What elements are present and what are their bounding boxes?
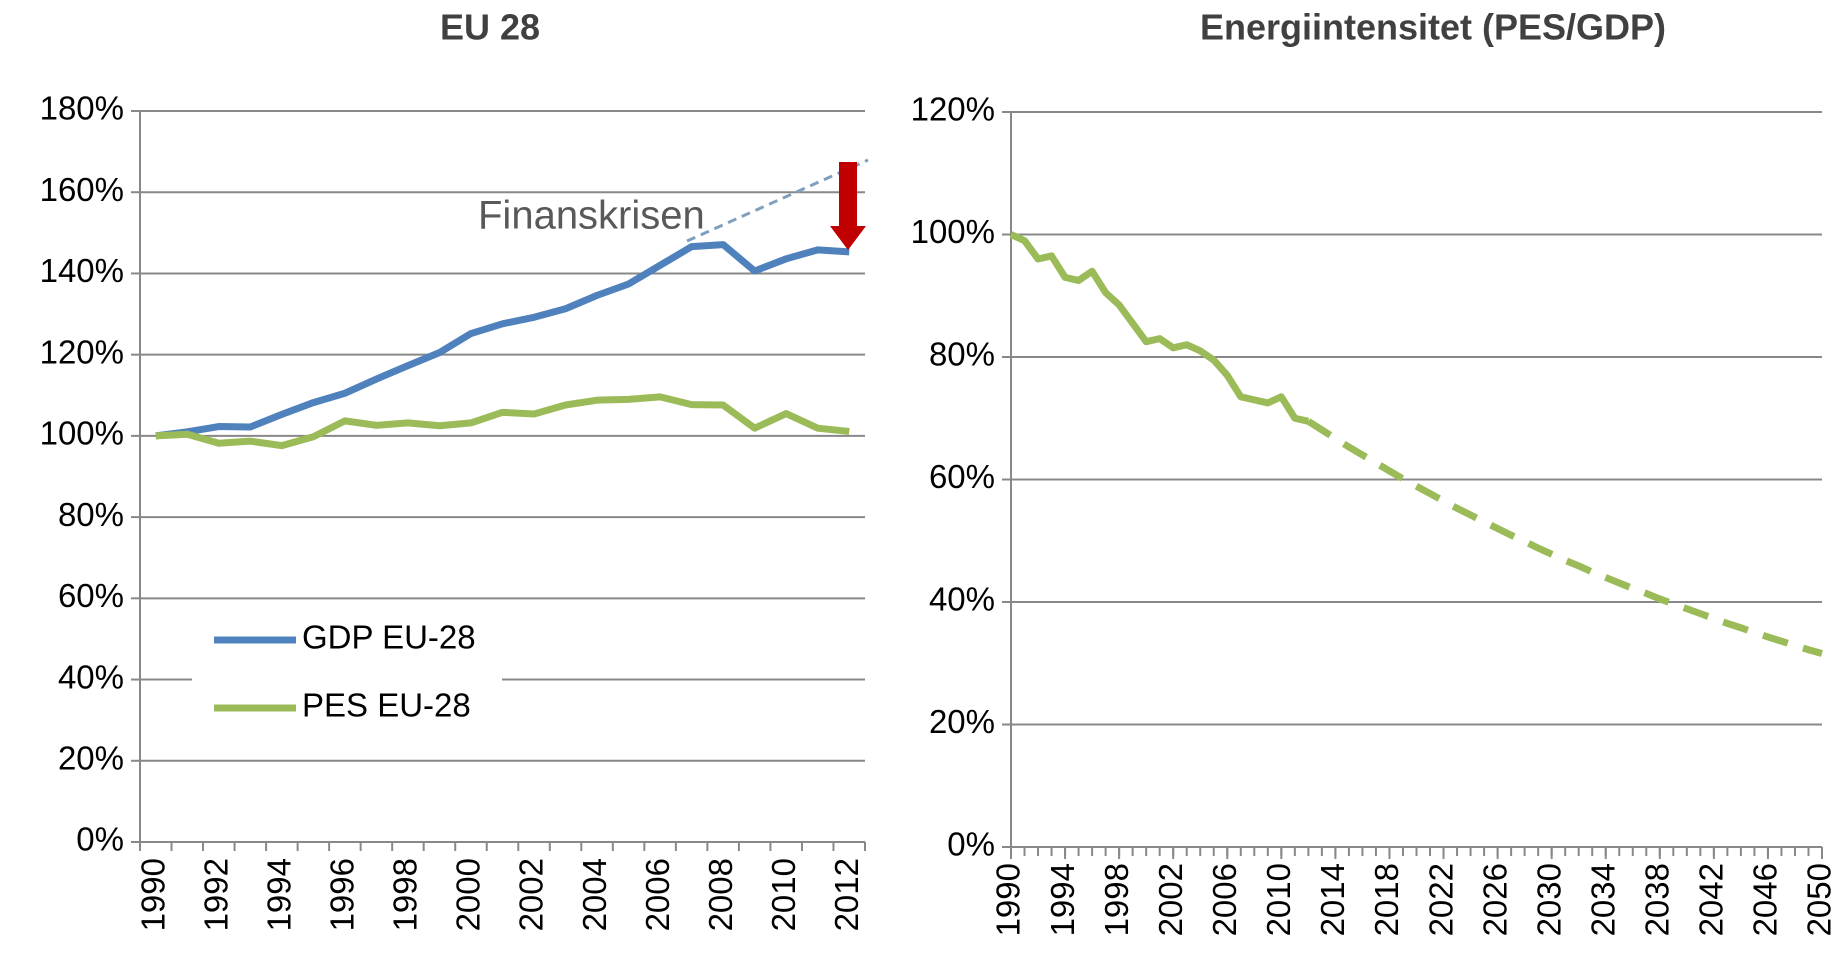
chart-title: Energiintensitet (PES/GDP)	[1200, 7, 1666, 48]
x-tick-label: 1992	[198, 858, 235, 931]
x-tick-label: 2022	[1422, 863, 1459, 936]
y-tick-label: 20%	[929, 703, 995, 740]
x-tick-label: 2026	[1476, 863, 1513, 936]
x-tick-label: 2034	[1584, 863, 1621, 936]
x-tick-label: 2002	[513, 858, 550, 931]
x-tick-label: 2042	[1693, 863, 1730, 936]
annotation: Finanskrisen	[478, 194, 705, 238]
x-tick-label: 2018	[1368, 863, 1405, 936]
y-tick-label: 20%	[58, 739, 124, 776]
trend-line	[686, 158, 869, 243]
y-tick-label: 60%	[58, 577, 124, 614]
x-tick-label: 2030	[1530, 863, 1567, 936]
x-tick-label: 1998	[1098, 863, 1135, 936]
series-line	[1306, 418, 1823, 657]
x-tick-label: 2006	[1206, 863, 1243, 936]
x-tick-label: 1990	[134, 858, 171, 931]
y-tick-label: 40%	[929, 581, 995, 618]
x-tick-label: 2038	[1639, 863, 1676, 936]
y-tick-label: 100%	[911, 213, 995, 250]
y-tick-label: 100%	[40, 415, 124, 452]
y-tick-label: 40%	[58, 658, 124, 695]
x-tick-label: 1994	[1044, 863, 1081, 936]
series-line	[1009, 231, 1310, 425]
x-tick-label: 2002	[1152, 863, 1189, 936]
series-line	[155, 241, 850, 440]
y-tick-label: 180%	[40, 90, 124, 127]
y-tick-label: 80%	[929, 336, 995, 373]
y-tick-label: 120%	[911, 91, 995, 128]
x-tick-label: 2000	[450, 858, 487, 931]
y-tick-label: 60%	[929, 458, 995, 495]
x-tick-label: 2008	[702, 858, 739, 931]
series-line	[155, 393, 850, 450]
y-tick-label: 160%	[40, 171, 124, 208]
x-tick-label: 1990	[990, 863, 1027, 936]
legend-label: GDP EU-28	[302, 619, 476, 656]
x-tick-label: 2004	[576, 858, 613, 931]
x-tick-label: 2010	[765, 858, 802, 931]
x-tick-label: 2046	[1747, 863, 1784, 936]
x-tick-label: 2050	[1801, 863, 1838, 936]
x-tick-label: 2012	[828, 858, 865, 931]
y-tick-label: 80%	[58, 496, 124, 533]
legend-label: PES EU-28	[302, 687, 471, 724]
y-tick-label: 0%	[76, 821, 124, 858]
legend-box	[192, 610, 502, 742]
chart-title: EU 28	[440, 7, 540, 48]
x-tick-label: 2006	[639, 858, 676, 931]
x-tick-label: 2010	[1260, 863, 1297, 936]
x-tick-label: 1996	[324, 858, 361, 931]
drop-arrow	[830, 162, 866, 250]
y-tick-label: 140%	[40, 252, 124, 289]
y-tick-label: 120%	[40, 333, 124, 370]
x-tick-label: 1994	[261, 858, 298, 931]
x-tick-label: 1998	[387, 858, 424, 931]
x-tick-label: 2014	[1314, 863, 1351, 936]
y-tick-label: 0%	[947, 826, 995, 863]
